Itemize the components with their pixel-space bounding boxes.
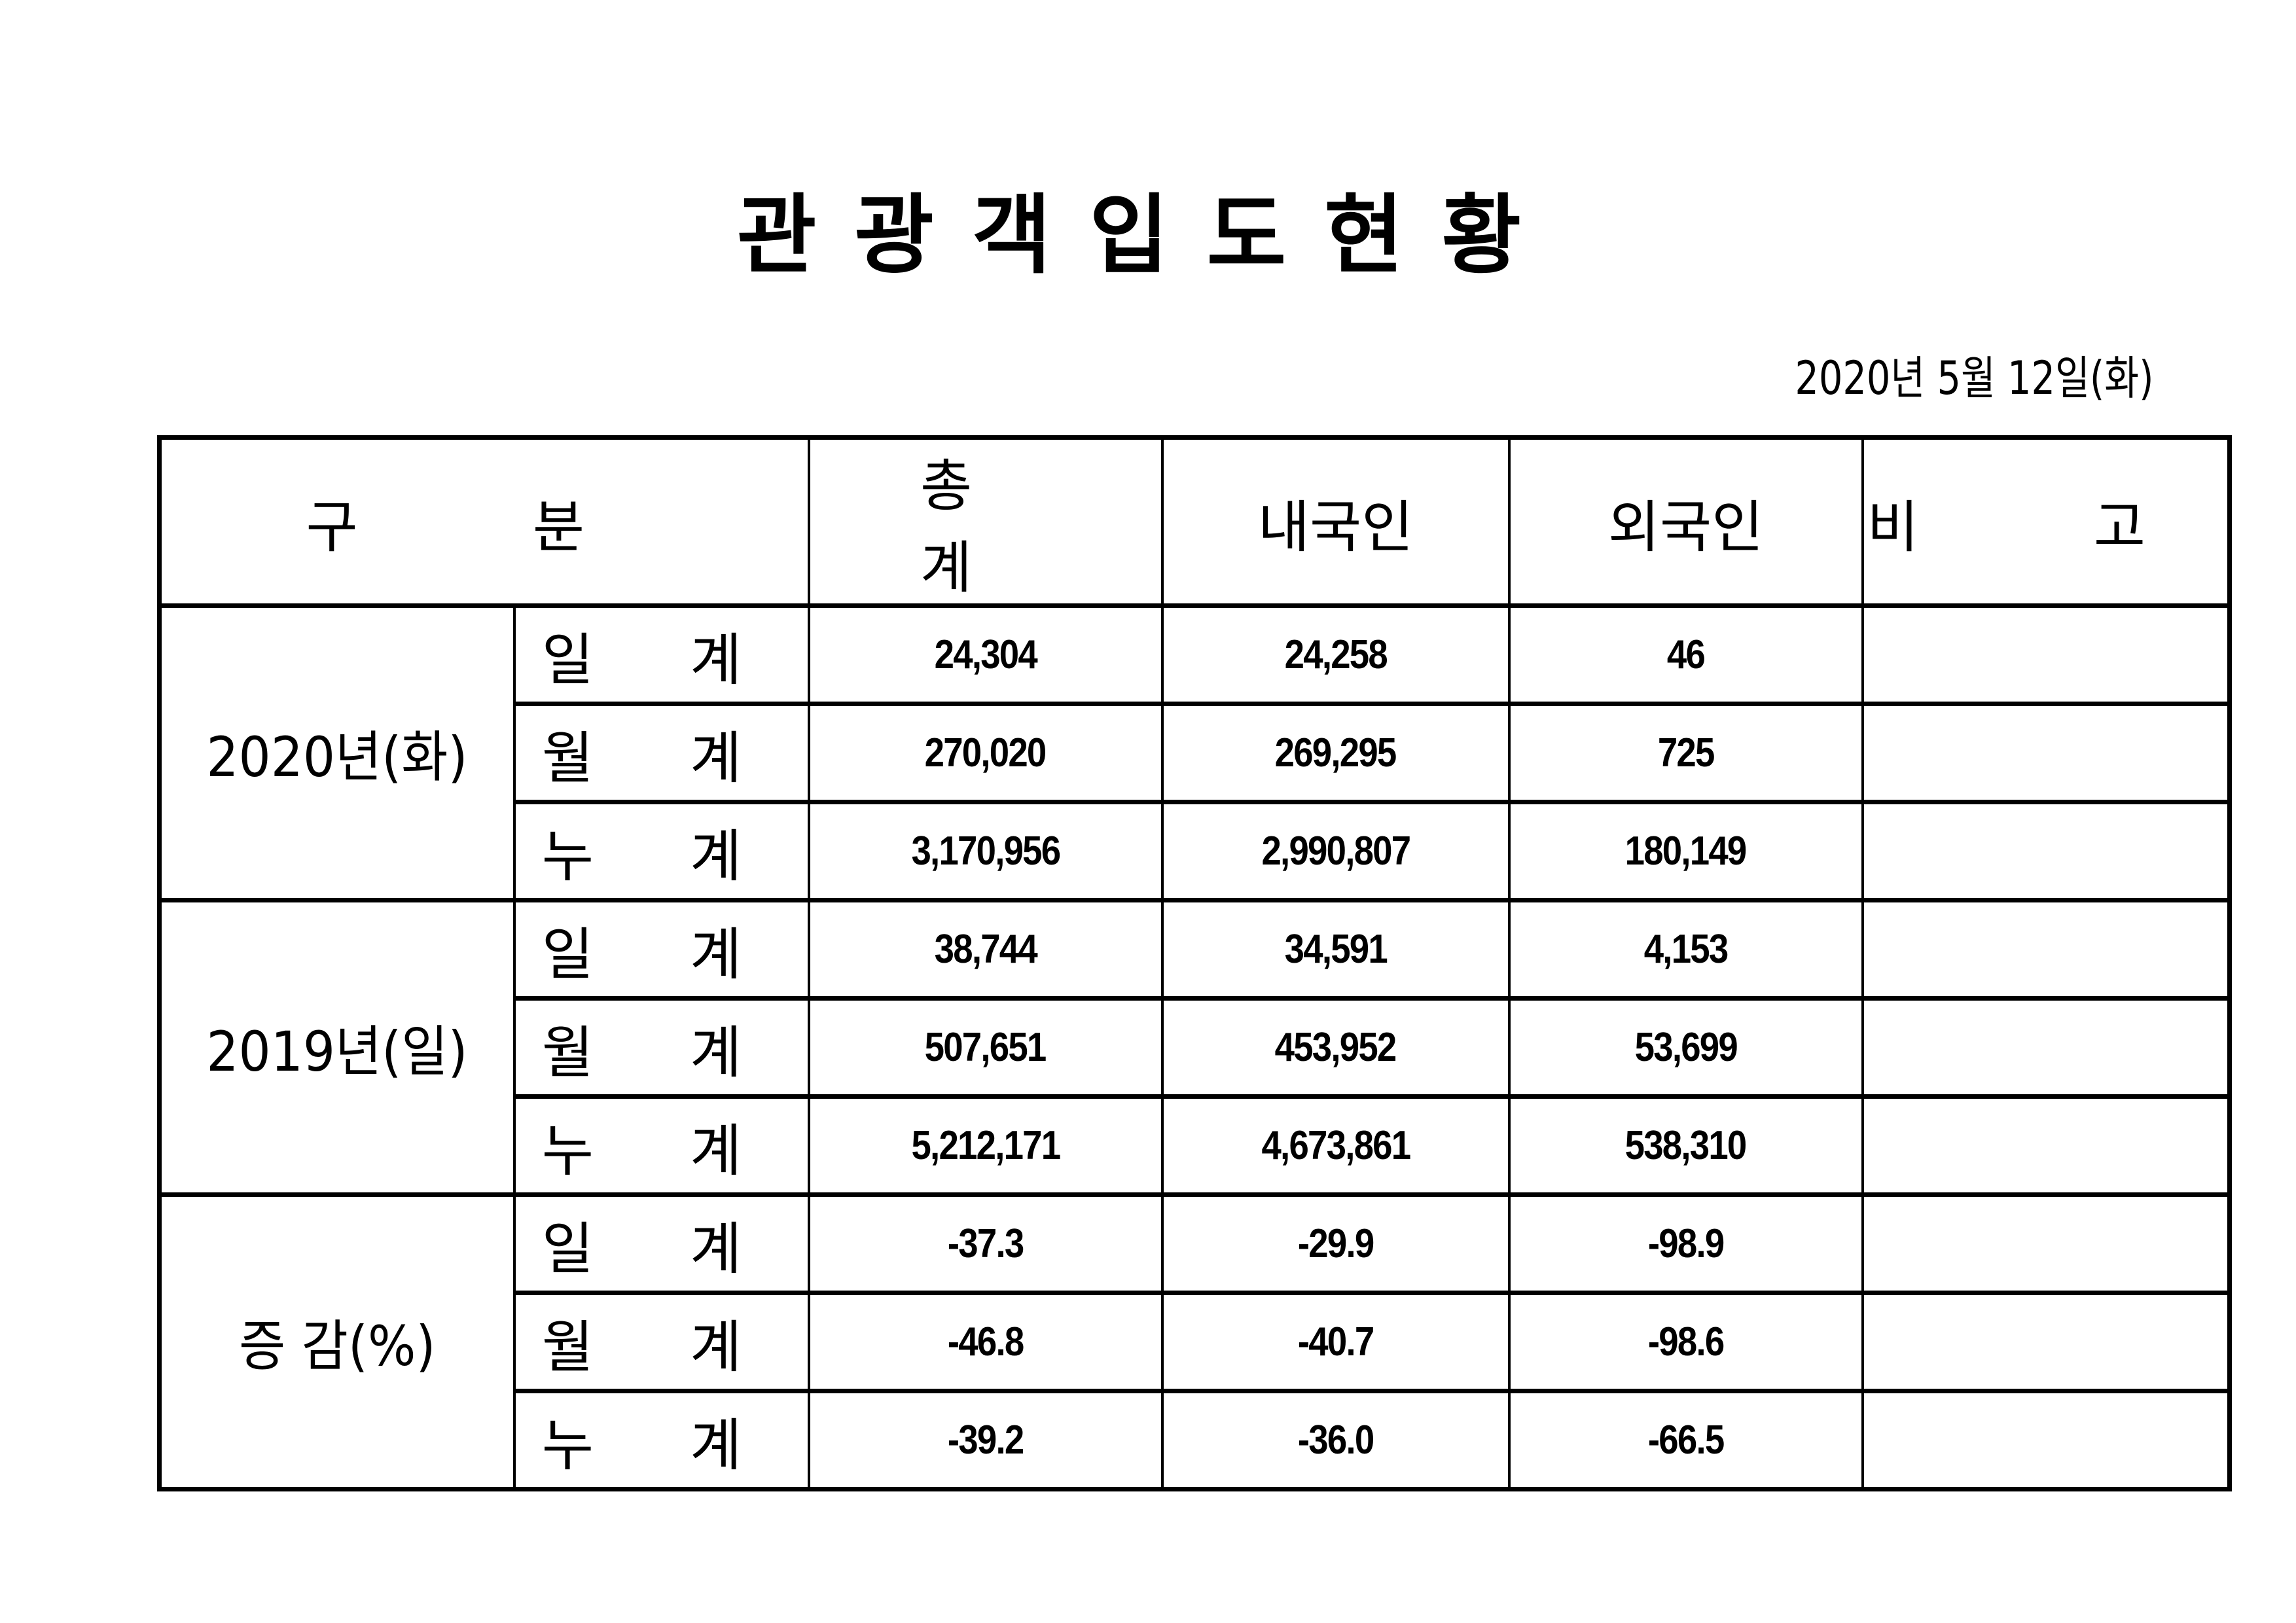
remarks-cell (1861, 898, 2231, 1000)
domestic-cell: 4,673,861 (1160, 1094, 1511, 1197)
domestic-cell: 453,952 (1160, 996, 1511, 1098)
remarks-cell (1861, 800, 2231, 902)
table-row: 월 계 -46.8 -40.7 -98.6 (160, 1291, 2231, 1393)
total-cell: -46.8 (807, 1291, 1164, 1393)
table-row: 월 계 507,651 453,952 53,699 (160, 996, 2231, 1098)
period-label: 월 계 (512, 996, 810, 1098)
foreign-cell: 46 (1507, 603, 1864, 705)
table-row: 누 계 -39.2 -36.0 -66.5 (160, 1389, 2231, 1491)
document-title: 관광객입도현황 (736, 185, 1560, 286)
table-row: 2019년(일) 일 계 38,744 34,591 4,153 (158, 898, 2231, 1196)
domestic-cell: 2,990,807 (1160, 800, 1511, 902)
total-cell: 24,304 (807, 603, 1164, 705)
remarks-cell (1861, 603, 2231, 705)
domestic-cell: -40.7 (1160, 1291, 1511, 1393)
total-cell: -39.2 (807, 1389, 1164, 1491)
period-label: 일 계 (512, 898, 810, 1000)
total-cell: -37.3 (807, 1192, 1164, 1294)
domestic-cell: 34,591 (1160, 898, 1511, 1000)
total-cell: 507,651 (807, 996, 1164, 1098)
period-label: 일 계 (512, 603, 810, 705)
total-cell: 270,020 (807, 702, 1164, 804)
remarks-cell (1861, 702, 2231, 804)
remarks-cell (1861, 996, 2231, 1098)
period-label: 누 계 (512, 1389, 810, 1491)
total-cell: 38,744 (807, 898, 1164, 1000)
header-foreign: 외국인 (1507, 436, 1864, 608)
remarks-cell (1861, 1389, 2231, 1491)
domestic-cell: -29.9 (1160, 1192, 1511, 1294)
table-row: 2020년(화) 일 계 24,304 24,258 46 (158, 603, 2231, 902)
period-label: 월 계 (512, 702, 810, 804)
total-cell: 5,212,171 (807, 1094, 1164, 1197)
foreign-cell: -98.6 (1507, 1291, 1864, 1393)
table-row: 증 감(%) 일 계 -37.3 -29.9 -98.9 (158, 1192, 2231, 1491)
domestic-cell: 24,258 (1160, 603, 1511, 705)
remarks-cell (1861, 1192, 2231, 1294)
period-label: 누 계 (512, 800, 810, 902)
header-total: 총 계 (807, 436, 1164, 608)
group-label-2020: 2020년(화) (158, 603, 516, 902)
group-label-change-pct: 증 감(%) (158, 1192, 516, 1491)
foreign-cell: -66.5 (1507, 1389, 1864, 1491)
table-row: 누 계 3,170,956 2,990,807 180,149 (160, 800, 2231, 902)
foreign-cell: -98.9 (1507, 1192, 1864, 1294)
table-row: 월 계 270,020 269,295 725 (160, 702, 2231, 804)
remarks-cell (1861, 1291, 2231, 1393)
foreign-cell: 53,699 (1507, 996, 1864, 1098)
tourist-arrivals-table: 구 분 총 계 내국인 외국인 비 고 2020년(화) 일 계 24,304 … (157, 435, 2233, 1491)
header-remarks: 비 고 (1861, 436, 2231, 608)
domestic-cell: -36.0 (1160, 1389, 1511, 1491)
foreign-cell: 4,153 (1507, 898, 1864, 1000)
table-row: 누 계 5,212,171 4,673,861 538,310 (160, 1094, 2231, 1197)
foreign-cell: 538,310 (1507, 1094, 1864, 1197)
foreign-cell: 725 (1507, 702, 1864, 804)
report-date: 2020년 5월 12일(화) (1794, 351, 2153, 405)
group-label-2019: 2019년(일) (158, 898, 516, 1196)
total-cell: 3,170,956 (807, 800, 1164, 902)
period-label: 일 계 (512, 1192, 810, 1294)
domestic-cell: 269,295 (1160, 702, 1511, 804)
period-label: 월 계 (512, 1291, 810, 1393)
header-domestic: 내국인 (1160, 436, 1511, 608)
foreign-cell: 180,149 (1507, 800, 1864, 902)
remarks-cell (1861, 1094, 2231, 1197)
period-label: 누 계 (512, 1094, 810, 1197)
header-row: 구 분 총 계 내국인 외국인 비 고 (158, 436, 2231, 608)
header-category: 구 분 (158, 436, 810, 608)
